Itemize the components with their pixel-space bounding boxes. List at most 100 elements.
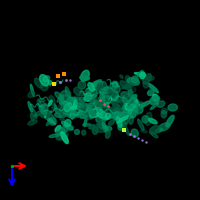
Ellipse shape [28, 91, 34, 97]
Ellipse shape [28, 102, 33, 112]
Ellipse shape [90, 98, 97, 105]
Ellipse shape [102, 98, 109, 105]
Ellipse shape [110, 109, 122, 117]
Ellipse shape [157, 101, 165, 107]
Ellipse shape [96, 102, 100, 108]
Ellipse shape [60, 101, 71, 107]
Ellipse shape [80, 76, 90, 80]
Ellipse shape [67, 111, 77, 118]
Ellipse shape [38, 99, 45, 102]
Ellipse shape [69, 112, 75, 118]
Ellipse shape [112, 83, 118, 91]
Ellipse shape [127, 107, 137, 111]
Point [132, 134, 136, 138]
Ellipse shape [128, 103, 138, 108]
Ellipse shape [87, 108, 95, 115]
Ellipse shape [126, 103, 134, 109]
Ellipse shape [64, 102, 69, 112]
Ellipse shape [70, 103, 75, 108]
Point [128, 132, 132, 136]
Ellipse shape [129, 117, 133, 124]
Ellipse shape [62, 102, 73, 109]
Ellipse shape [48, 81, 52, 85]
Ellipse shape [99, 87, 113, 94]
Ellipse shape [105, 94, 110, 102]
Ellipse shape [146, 76, 154, 80]
Ellipse shape [90, 98, 99, 102]
Ellipse shape [124, 92, 134, 100]
Ellipse shape [137, 71, 143, 76]
Ellipse shape [61, 105, 69, 117]
Ellipse shape [88, 100, 99, 102]
Ellipse shape [104, 114, 113, 117]
Ellipse shape [95, 108, 105, 114]
Ellipse shape [78, 81, 86, 89]
Ellipse shape [123, 122, 127, 126]
Ellipse shape [70, 113, 75, 119]
Ellipse shape [118, 124, 124, 130]
Ellipse shape [74, 87, 82, 95]
Ellipse shape [147, 90, 154, 96]
Point [68, 78, 72, 82]
Ellipse shape [64, 119, 71, 127]
Ellipse shape [85, 103, 95, 106]
Ellipse shape [49, 96, 55, 105]
Ellipse shape [75, 105, 83, 111]
Ellipse shape [149, 118, 157, 124]
Ellipse shape [130, 104, 136, 115]
Ellipse shape [113, 83, 117, 87]
Ellipse shape [132, 102, 144, 110]
Ellipse shape [117, 112, 124, 120]
Ellipse shape [70, 112, 76, 118]
Ellipse shape [65, 100, 72, 112]
Ellipse shape [80, 106, 90, 118]
Point [106, 104, 110, 108]
Ellipse shape [39, 106, 46, 116]
Ellipse shape [37, 100, 41, 105]
Ellipse shape [41, 105, 48, 115]
Ellipse shape [118, 118, 128, 125]
Ellipse shape [65, 87, 71, 97]
Ellipse shape [72, 97, 77, 101]
Ellipse shape [166, 115, 174, 127]
Ellipse shape [49, 134, 60, 137]
Ellipse shape [76, 112, 83, 115]
Ellipse shape [70, 99, 75, 105]
Ellipse shape [91, 81, 103, 87]
Ellipse shape [149, 126, 160, 134]
Ellipse shape [64, 102, 71, 113]
Ellipse shape [145, 112, 152, 125]
Ellipse shape [131, 101, 138, 113]
Ellipse shape [124, 102, 131, 109]
Ellipse shape [83, 93, 97, 95]
Ellipse shape [131, 129, 138, 137]
Ellipse shape [61, 125, 74, 131]
Ellipse shape [73, 100, 78, 104]
Ellipse shape [140, 101, 150, 107]
Ellipse shape [148, 84, 158, 93]
Ellipse shape [94, 85, 99, 90]
Ellipse shape [106, 131, 110, 138]
Ellipse shape [112, 114, 117, 119]
Ellipse shape [65, 102, 70, 110]
Ellipse shape [150, 96, 160, 104]
Ellipse shape [87, 106, 91, 109]
Ellipse shape [103, 126, 112, 131]
Ellipse shape [117, 109, 127, 113]
Ellipse shape [56, 128, 65, 134]
Point [144, 140, 148, 144]
Ellipse shape [161, 111, 167, 118]
Ellipse shape [127, 78, 139, 85]
Ellipse shape [100, 93, 104, 103]
Ellipse shape [131, 104, 139, 107]
Ellipse shape [119, 112, 132, 116]
Ellipse shape [108, 91, 115, 98]
Ellipse shape [97, 102, 105, 110]
Ellipse shape [38, 101, 44, 107]
Ellipse shape [102, 96, 112, 103]
Point [62, 72, 66, 76]
Ellipse shape [67, 101, 72, 106]
Ellipse shape [138, 119, 144, 130]
Ellipse shape [64, 103, 72, 112]
Ellipse shape [97, 83, 102, 89]
